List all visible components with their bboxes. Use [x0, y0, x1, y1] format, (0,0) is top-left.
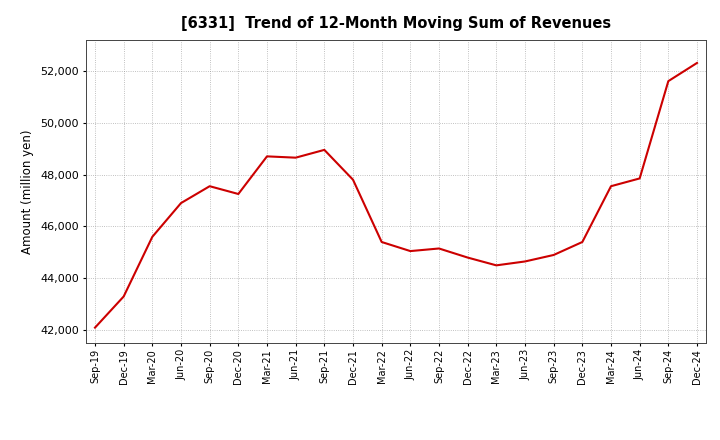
Title: [6331]  Trend of 12-Month Moving Sum of Revenues: [6331] Trend of 12-Month Moving Sum of R… [181, 16, 611, 32]
Y-axis label: Amount (million yen): Amount (million yen) [22, 129, 35, 253]
